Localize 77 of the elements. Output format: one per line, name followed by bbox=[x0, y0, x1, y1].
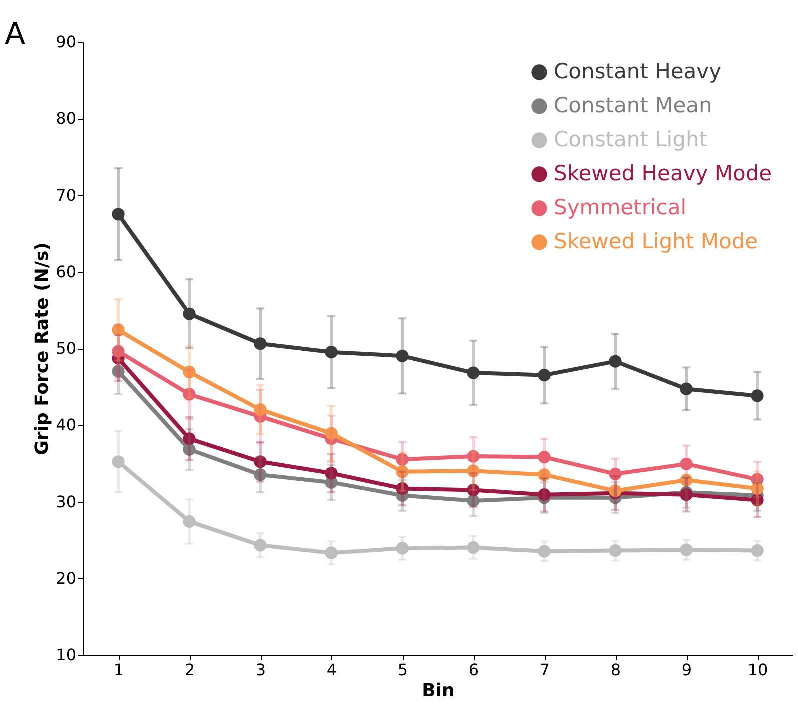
point bbox=[609, 484, 622, 498]
legend-label: Constant Light bbox=[554, 128, 708, 152]
point bbox=[325, 546, 338, 560]
point bbox=[467, 464, 480, 478]
point bbox=[254, 403, 267, 416]
text: A bbox=[5, 17, 26, 52]
y-tick-label: 50 bbox=[56, 339, 76, 358]
point bbox=[751, 544, 764, 558]
point bbox=[467, 494, 480, 508]
point bbox=[467, 541, 480, 554]
point bbox=[680, 474, 693, 487]
y-tick-label: 80 bbox=[56, 109, 76, 128]
point bbox=[680, 458, 693, 471]
point bbox=[112, 208, 125, 221]
point bbox=[396, 482, 409, 496]
y-tick-label: 30 bbox=[56, 492, 76, 512]
point bbox=[112, 456, 125, 468]
x-tick-label: 10 bbox=[748, 660, 768, 680]
x-tick-label: 4 bbox=[326, 660, 338, 680]
point bbox=[325, 427, 338, 440]
point bbox=[325, 467, 338, 480]
point bbox=[751, 494, 764, 507]
point bbox=[538, 545, 551, 558]
point bbox=[183, 443, 196, 456]
point bbox=[112, 365, 125, 378]
point bbox=[396, 350, 409, 362]
x-axis-title: Bin bbox=[422, 680, 455, 702]
point bbox=[396, 453, 409, 466]
point bbox=[112, 324, 125, 336]
point bbox=[609, 355, 622, 368]
point bbox=[751, 390, 764, 402]
legend-label: Skewed Light Mode bbox=[554, 230, 758, 254]
legend-label: Constant Mean bbox=[554, 94, 712, 118]
x-tick-label: 1 bbox=[114, 660, 124, 680]
point bbox=[254, 539, 267, 552]
legend-label: Skewed Heavy Mode bbox=[554, 162, 772, 186]
point bbox=[467, 450, 480, 463]
x-tick-label: 7 bbox=[540, 660, 550, 680]
point bbox=[467, 366, 480, 380]
y-axis-title: Grip Force Rate (N/s) bbox=[32, 242, 54, 456]
point bbox=[609, 468, 622, 480]
point bbox=[538, 369, 551, 382]
y-tick-label: 20 bbox=[56, 568, 76, 588]
point bbox=[538, 450, 551, 464]
point bbox=[396, 466, 409, 478]
point bbox=[112, 345, 125, 358]
y-tick-label: 10 bbox=[56, 646, 76, 664]
x-tick-label: 8 bbox=[610, 660, 622, 680]
point bbox=[609, 544, 622, 558]
point bbox=[183, 388, 196, 401]
y-tick-label: 60 bbox=[56, 262, 76, 282]
x-tick-label: 9 bbox=[682, 660, 692, 680]
point bbox=[183, 515, 196, 528]
legend-label: Constant Heavy bbox=[554, 60, 722, 84]
point bbox=[538, 468, 551, 482]
point bbox=[325, 346, 338, 359]
point bbox=[680, 544, 693, 556]
point bbox=[680, 488, 693, 502]
y-tick-label: 70 bbox=[56, 186, 76, 205]
point bbox=[183, 308, 196, 320]
x-tick-label: 2 bbox=[184, 660, 196, 680]
x-tick-label: 3 bbox=[256, 660, 266, 680]
x-tick-label: 6 bbox=[468, 660, 480, 680]
point bbox=[396, 542, 409, 555]
y-tick-label: 90 bbox=[56, 32, 76, 52]
point bbox=[183, 432, 196, 446]
point bbox=[254, 456, 267, 468]
point bbox=[254, 338, 267, 350]
point bbox=[254, 468, 267, 482]
legend-label: Symmetrical bbox=[554, 196, 687, 220]
point bbox=[538, 488, 551, 502]
x-tick-label: 5 bbox=[398, 660, 408, 680]
point bbox=[467, 484, 480, 497]
y-tick-label: 40 bbox=[56, 416, 76, 435]
point bbox=[183, 366, 196, 379]
point bbox=[680, 382, 693, 396]
point bbox=[751, 482, 764, 496]
